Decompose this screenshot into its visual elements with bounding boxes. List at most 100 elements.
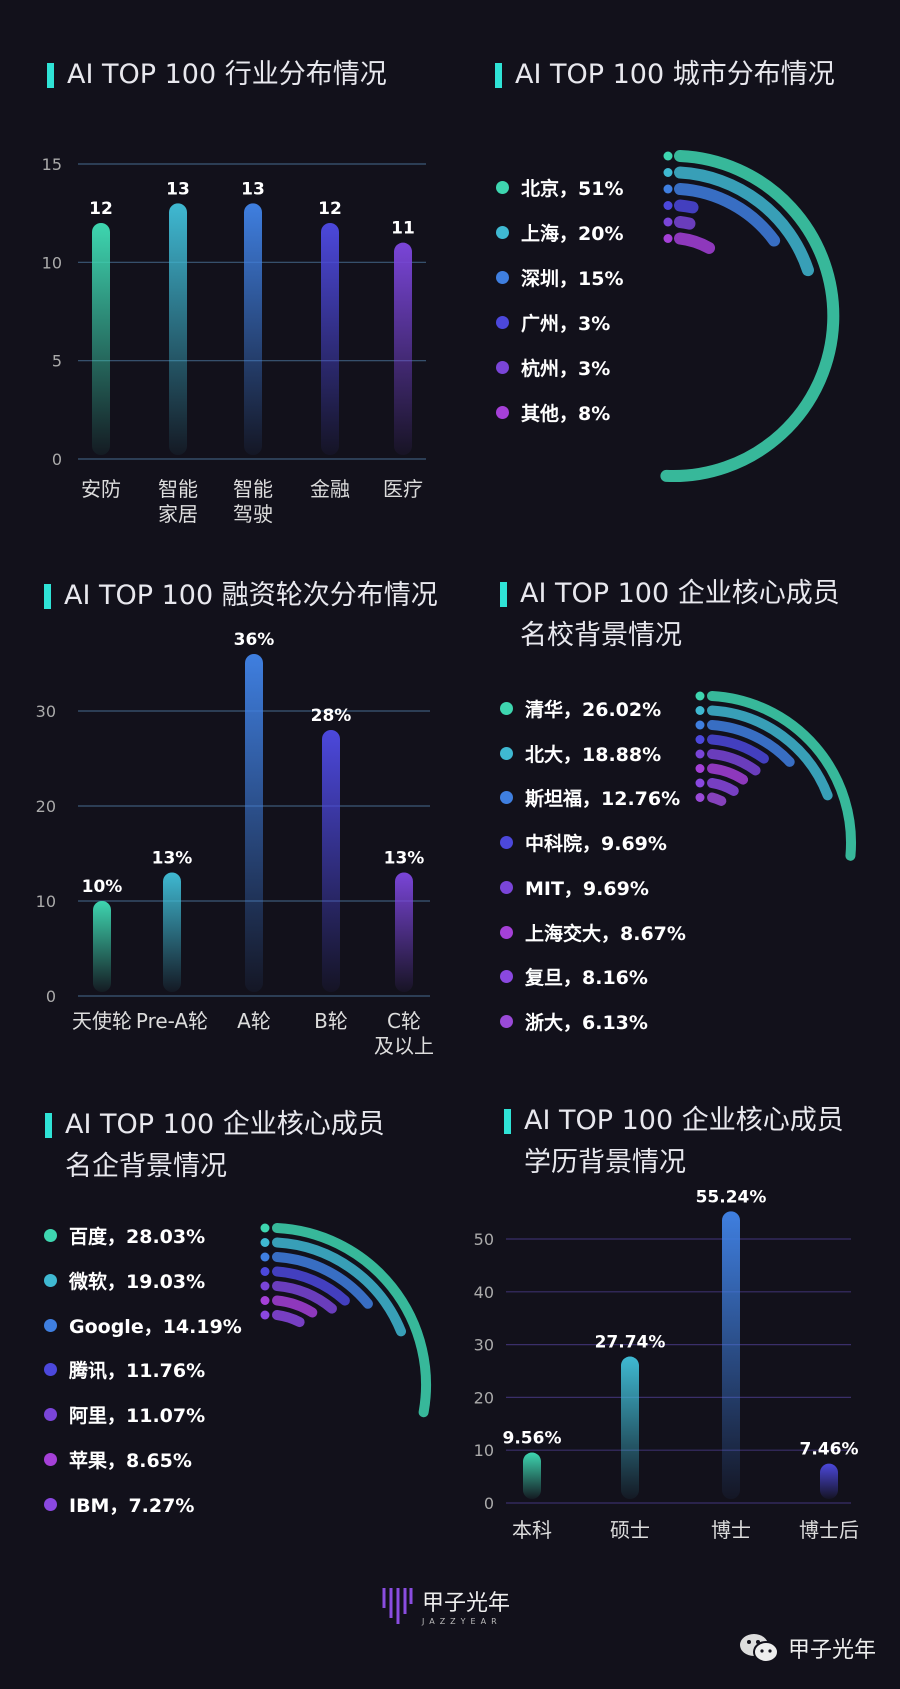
legend-item: 百度，28.03% — [44, 1222, 205, 1249]
logo-mark-icon — [382, 1587, 413, 1624]
y-tick-label: 50 — [474, 1230, 494, 1249]
bar — [322, 730, 340, 992]
legend-label: 苹果，8.65% — [69, 1450, 192, 1472]
legend-dot-icon — [44, 1497, 57, 1511]
data-label: 12 — [318, 199, 342, 219]
legend-item: 微软，19.03% — [44, 1267, 205, 1294]
data-label: 13 — [241, 179, 265, 199]
data-label: 55.24% — [696, 1187, 767, 1207]
y-tick-label: 40 — [474, 1283, 494, 1302]
legend-dot-icon — [44, 1363, 57, 1377]
legend-dot-icon — [496, 226, 509, 239]
ring-dot — [695, 706, 705, 715]
bar — [621, 1356, 639, 1499]
chart-title-industry: AI TOP 100 行业分布情况 — [47, 54, 387, 96]
y-tick-label: 0 — [46, 987, 56, 1006]
radial-bar — [272, 1310, 305, 1328]
legend-item: 斯坦福，12.76% — [500, 784, 680, 811]
bar — [820, 1463, 838, 1499]
radial-bar — [272, 1252, 373, 1309]
ring-dot — [695, 720, 705, 730]
chart-title-city: AI TOP 100 城市分布情况 — [495, 54, 835, 96]
legend-item: MIT，9.69% — [500, 874, 649, 901]
bar — [394, 242, 412, 455]
legend-item: 上海交大，8.67% — [500, 919, 686, 946]
legend-item: 中科院，9.69% — [500, 829, 667, 856]
category-label: 安防 — [81, 477, 121, 501]
wechat-account: 甲子光年 — [738, 1632, 876, 1664]
data-label: 10% — [82, 877, 123, 897]
ring-dot — [260, 1310, 270, 1320]
y-tick-label: 30 — [474, 1336, 494, 1355]
ring-dot — [663, 201, 673, 210]
legend-dot-icon — [500, 970, 513, 984]
ring-dot — [663, 151, 673, 161]
radial-bar — [707, 720, 795, 767]
y-tick-label: 30 — [36, 702, 56, 721]
title-text: AI TOP 100 融资轮次分布情况 — [64, 580, 438, 611]
category-label: A轮 — [237, 1009, 271, 1033]
bar — [722, 1211, 740, 1499]
y-tick-label: 10 — [42, 253, 62, 272]
legend-dot-icon — [496, 406, 509, 419]
ring-dot — [695, 691, 705, 701]
radial-bar — [674, 166, 814, 277]
legend-label: 浙大，6.13% — [525, 1011, 648, 1034]
legend-label: IBM，7.27% — [69, 1494, 195, 1517]
category-label: 智能家居 — [158, 477, 198, 526]
legend-label: 中科院，9.69% — [525, 833, 667, 856]
radial-bar — [707, 749, 761, 776]
radial-bar — [707, 691, 856, 861]
legend-label: 北京，51% — [521, 178, 624, 200]
title-line-2: 名校背景情况 — [520, 620, 682, 651]
y-tick-label: 5 — [52, 352, 62, 371]
category-label: Pre-A轮 — [136, 1009, 208, 1033]
title-text: AI TOP 100 城市分布情况 — [515, 59, 835, 90]
legend-label: 复旦，8.16% — [525, 967, 648, 990]
ring-dot — [695, 778, 705, 788]
category-label: 智能驾驶 — [233, 477, 273, 526]
title-line-2: 名企背景情况 — [65, 1151, 227, 1182]
bar — [244, 203, 262, 455]
title-accent-bar — [500, 582, 507, 607]
ring-dot — [260, 1252, 270, 1262]
legend-item: 清华，26.02% — [500, 695, 661, 722]
legend-item: 北大，18.88% — [500, 740, 661, 767]
ring-dot — [260, 1281, 270, 1291]
ring-dot — [260, 1296, 270, 1305]
legend-item: 北京，51% — [496, 174, 623, 201]
data-label: 9.56% — [503, 1429, 562, 1449]
wechat-icon — [740, 1634, 779, 1663]
radial-bar — [674, 232, 716, 254]
legend-dot-icon — [44, 1408, 57, 1422]
bar — [321, 223, 339, 455]
category-label: 博士 — [711, 1518, 751, 1542]
title-accent-bar — [45, 1113, 52, 1138]
legend-dot-icon — [500, 925, 513, 939]
bar — [163, 872, 181, 992]
radial-bar — [674, 199, 699, 214]
radial-bar — [674, 216, 696, 230]
title-accent-bar — [44, 584, 51, 609]
category-label: 本科 — [512, 1518, 552, 1542]
bar — [92, 223, 110, 455]
bar — [245, 654, 263, 992]
legend-item: 浙大，6.13% — [500, 1008, 648, 1035]
ring-dot — [663, 168, 673, 177]
y-tick-label: 10 — [474, 1441, 494, 1460]
radial-bar — [707, 778, 739, 796]
data-label: 28% — [311, 706, 352, 726]
legend-item: 广州，3% — [496, 309, 610, 336]
radial-bar — [660, 150, 840, 483]
legend-dot-icon — [44, 1318, 57, 1332]
ring-dot — [695, 735, 705, 744]
ring-dot — [260, 1267, 270, 1276]
legend-dot-icon — [44, 1273, 57, 1287]
legend-label: 清华，26.02% — [525, 699, 662, 721]
legend-label: 阿里，11.07% — [69, 1405, 206, 1428]
legend-item: Google，14.19% — [44, 1312, 242, 1339]
legend-item: 阿里，11.07% — [44, 1401, 205, 1428]
radial-bar — [272, 1237, 407, 1337]
legend-dot-icon — [496, 271, 509, 284]
